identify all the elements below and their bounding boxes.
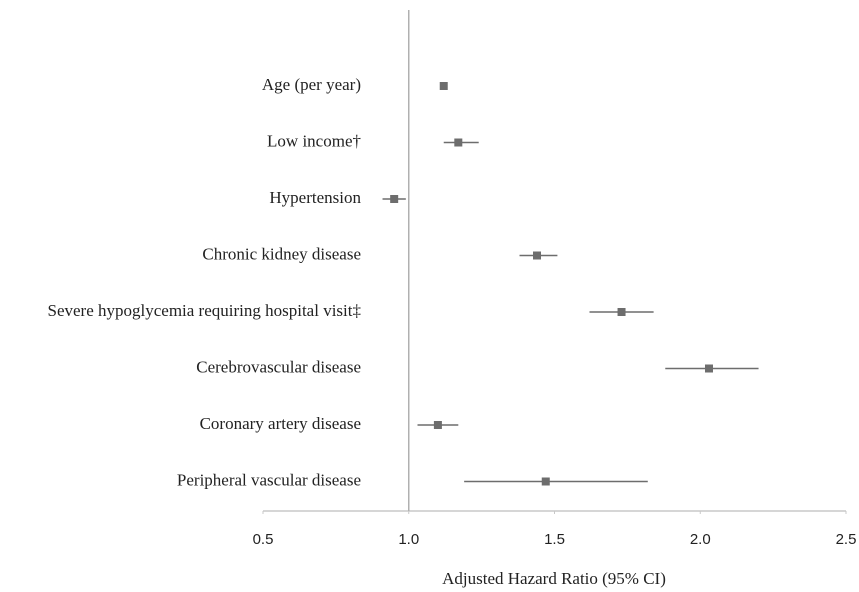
y-tick-label: Cerebrovascular disease xyxy=(196,357,361,376)
point-estimate xyxy=(533,251,542,260)
point-estimate xyxy=(617,308,626,316)
y-tick-label: Low income† xyxy=(267,131,361,150)
y-tick-label: Peripheral vascular disease xyxy=(177,470,361,489)
x-tick-label: 2.0 xyxy=(690,531,711,548)
point-estimate xyxy=(433,421,442,429)
x-tick-label: 2.5 xyxy=(836,531,857,548)
x-tick-label: 1.5 xyxy=(544,531,565,548)
x-tick-label: 1.0 xyxy=(398,531,419,548)
y-tick-label: Hypertension xyxy=(269,188,361,207)
point-estimate xyxy=(390,195,399,203)
point-estimate xyxy=(439,82,448,90)
point-estimate xyxy=(704,364,713,373)
point-estimate xyxy=(541,477,550,486)
x-axis-label: Adjusted Hazard Ratio (95% CI) xyxy=(442,569,666,588)
x-tick-label: 0.5 xyxy=(253,531,274,548)
y-tick-label: Age (per year) xyxy=(262,75,361,94)
y-tick-label: Coronary artery disease xyxy=(200,414,361,433)
y-tick-label: Severe hypoglycemia requiring hospital v… xyxy=(48,301,362,320)
point-estimate xyxy=(454,138,463,147)
y-tick-label: Chronic kidney disease xyxy=(202,244,361,263)
